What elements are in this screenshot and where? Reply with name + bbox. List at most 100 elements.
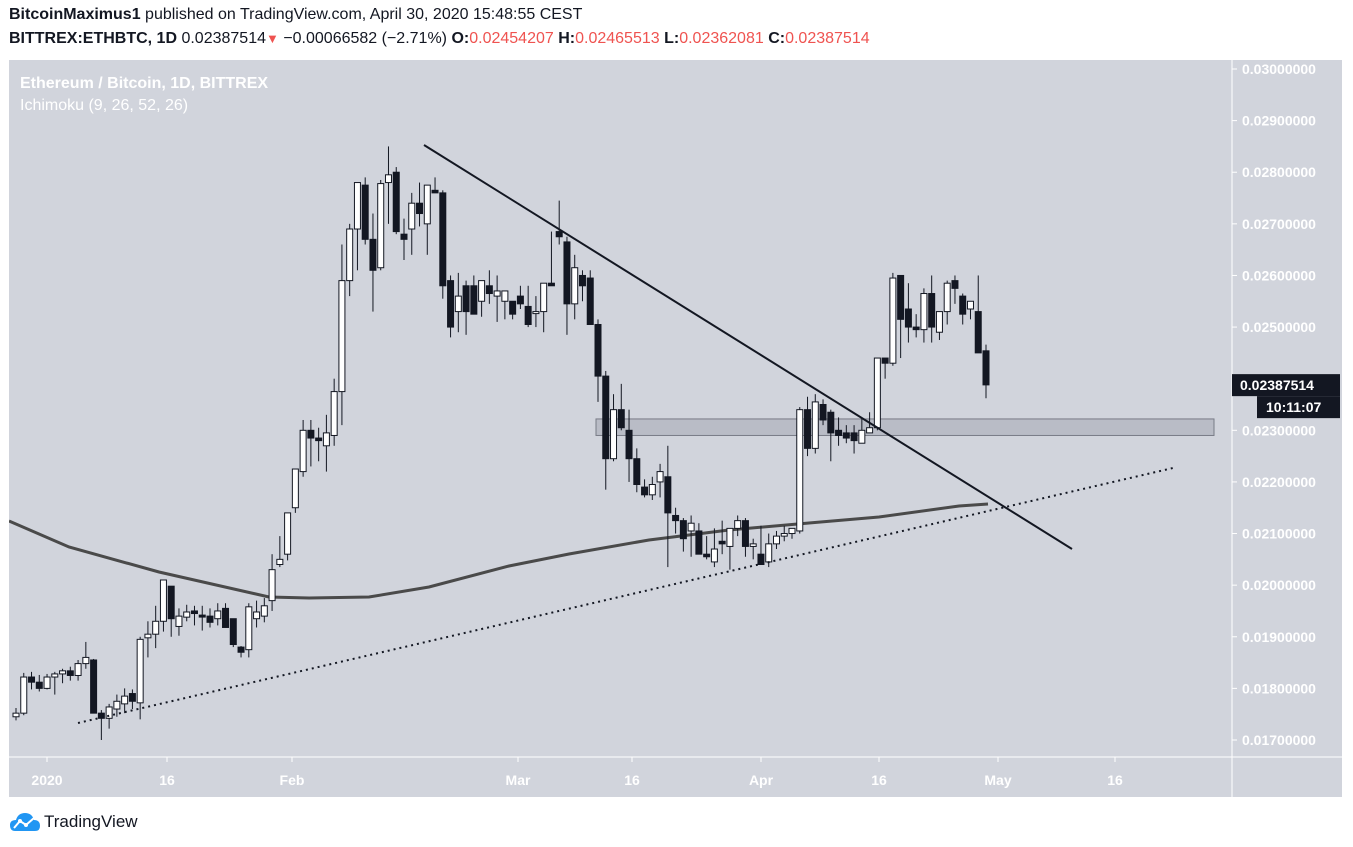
- author-name[interactable]: BitcoinMaximus1: [9, 6, 141, 23]
- candle[interactable]: [128, 689, 136, 710]
- candle[interactable]: [788, 527, 796, 539]
- candle[interactable]: [416, 182, 424, 227]
- candle[interactable]: [672, 507, 680, 534]
- candle[interactable]: [501, 290, 509, 320]
- candle[interactable]: [757, 525, 765, 566]
- candle[interactable]: [144, 621, 152, 658]
- candle[interactable]: [796, 407, 804, 534]
- candle[interactable]: [524, 285, 532, 328]
- candle[interactable]: [928, 275, 936, 343]
- candle[interactable]: [152, 605, 160, 649]
- candle[interactable]: [625, 409, 633, 482]
- candle[interactable]: [516, 285, 524, 310]
- candle[interactable]: [687, 515, 695, 557]
- candle[interactable]: [423, 184, 431, 255]
- candle[interactable]: [260, 598, 268, 623]
- candle[interactable]: [594, 319, 602, 402]
- candle[interactable]: [90, 658, 98, 714]
- candle[interactable]: [454, 272, 462, 333]
- candle[interactable]: [206, 608, 214, 628]
- descending-trendline[interactable]: [423, 144, 1073, 550]
- candle[interactable]: [97, 710, 105, 740]
- candle[interactable]: [20, 672, 28, 716]
- support-zone[interactable]: [595, 418, 1215, 436]
- candle[interactable]: [361, 177, 369, 245]
- candle[interactable]: [780, 525, 788, 542]
- candle[interactable]: [904, 283, 912, 343]
- candle[interactable]: [648, 476, 656, 500]
- candle[interactable]: [346, 223, 354, 297]
- candle[interactable]: [695, 523, 703, 555]
- candle[interactable]: [307, 419, 315, 467]
- ascending-trendline[interactable]: [77, 467, 1174, 724]
- candle[interactable]: [268, 554, 276, 611]
- candle[interactable]: [51, 671, 59, 695]
- candle[interactable]: [602, 370, 610, 490]
- candle[interactable]: [889, 272, 897, 366]
- candle[interactable]: [509, 300, 517, 320]
- candle[interactable]: [159, 579, 167, 632]
- candle[interactable]: [229, 618, 237, 648]
- candle[interactable]: [935, 311, 943, 340]
- candle[interactable]: [656, 463, 664, 498]
- candle[interactable]: [555, 200, 563, 245]
- candle[interactable]: [369, 213, 377, 312]
- legend-indicator[interactable]: Ichimoku (9, 26, 52, 26): [20, 97, 189, 114]
- candle[interactable]: [12, 707, 20, 721]
- candle[interactable]: [703, 536, 711, 560]
- candle[interactable]: [951, 275, 959, 304]
- candle[interactable]: [400, 218, 408, 260]
- candle[interactable]: [322, 414, 330, 472]
- candle[interactable]: [610, 394, 618, 462]
- candle[interactable]: [679, 518, 687, 552]
- candle[interactable]: [276, 536, 284, 568]
- candle[interactable]: [237, 646, 245, 658]
- candle[interactable]: [772, 530, 780, 550]
- candle[interactable]: [291, 468, 299, 513]
- candle[interactable]: [835, 417, 843, 446]
- moving-average-line[interactable]: [9, 502, 989, 600]
- candle[interactable]: [462, 280, 470, 335]
- candle[interactable]: [113, 694, 121, 717]
- candle[interactable]: [447, 275, 455, 338]
- candle[interactable]: [198, 605, 206, 631]
- candle[interactable]: [74, 659, 82, 681]
- candle[interactable]: [214, 603, 222, 626]
- candle[interactable]: [633, 448, 641, 493]
- candle[interactable]: [493, 275, 501, 322]
- candle[interactable]: [726, 527, 734, 570]
- candle[interactable]: [943, 280, 951, 325]
- candle[interactable]: [811, 394, 819, 454]
- candle[interactable]: [974, 275, 982, 354]
- candle[interactable]: [842, 425, 850, 444]
- candle[interactable]: [966, 300, 974, 320]
- candle[interactable]: [28, 671, 36, 690]
- candle[interactable]: [470, 275, 478, 315]
- candle[interactable]: [222, 603, 230, 628]
- candle[interactable]: [664, 445, 672, 568]
- candle[interactable]: [284, 512, 292, 561]
- candle[interactable]: [873, 357, 881, 431]
- candle[interactable]: [897, 274, 905, 359]
- candle[interactable]: [532, 296, 540, 328]
- tradingview-brand[interactable]: TradingView: [44, 812, 138, 831]
- candle[interactable]: [641, 479, 649, 498]
- candle[interactable]: [183, 604, 191, 622]
- candle[interactable]: [982, 344, 990, 399]
- chart-area[interactable]: 0.03000000 0.02900000 0.02800000 0.02700000…: [9, 60, 1342, 797]
- candle[interactable]: [299, 419, 307, 477]
- candle[interactable]: [431, 177, 439, 194]
- candle[interactable]: [563, 236, 571, 335]
- candle[interactable]: [353, 182, 361, 271]
- candle[interactable]: [167, 585, 175, 637]
- candle[interactable]: [571, 254, 579, 320]
- candle[interactable]: [920, 288, 928, 343]
- candle[interactable]: [315, 427, 323, 462]
- candle[interactable]: [35, 674, 43, 692]
- candle[interactable]: [804, 396, 812, 457]
- candle[interactable]: [741, 518, 749, 557]
- candle[interactable]: [540, 282, 548, 333]
- candle[interactable]: [710, 528, 718, 568]
- candle[interactable]: [439, 190, 447, 299]
- candle[interactable]: [734, 515, 742, 537]
